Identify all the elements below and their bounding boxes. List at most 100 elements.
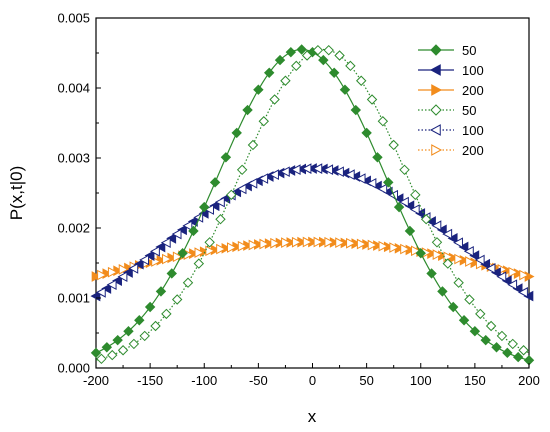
data-point bbox=[432, 249, 443, 260]
legend-item: 200 bbox=[418, 143, 484, 158]
data-point bbox=[454, 253, 465, 265]
data-point bbox=[237, 240, 248, 252]
data-point bbox=[285, 46, 297, 58]
series-200-open bbox=[95, 236, 530, 281]
legend-item: 100 bbox=[418, 63, 484, 78]
legend: 50 100 200 50 100 200 bbox=[418, 43, 484, 158]
y-tick-label: 0.001 bbox=[57, 291, 90, 306]
data-point bbox=[458, 315, 470, 326]
data-point bbox=[480, 334, 491, 346]
legend-item: 200 bbox=[418, 83, 484, 98]
data-point bbox=[101, 342, 113, 353]
data-point bbox=[107, 266, 118, 278]
data-point bbox=[161, 308, 172, 320]
data-point bbox=[194, 247, 205, 258]
data-point bbox=[508, 266, 519, 278]
data-point bbox=[458, 241, 469, 253]
data-point bbox=[96, 353, 107, 365]
data-point bbox=[480, 258, 491, 270]
x-tick-label: -50 bbox=[249, 373, 268, 388]
legend-marker bbox=[431, 84, 443, 96]
x-axis-title: x bbox=[308, 407, 317, 426]
data-point bbox=[269, 94, 280, 105]
y-tick-label: 0.004 bbox=[57, 81, 90, 96]
data-point bbox=[236, 164, 248, 176]
legend-label: 100 bbox=[462, 123, 484, 138]
data-point bbox=[366, 177, 377, 189]
data-point bbox=[90, 347, 102, 359]
legend-label: 50 bbox=[462, 43, 476, 58]
data-point bbox=[216, 243, 227, 255]
data-point bbox=[171, 228, 182, 240]
data-point bbox=[291, 60, 302, 72]
data-point bbox=[177, 247, 188, 259]
series-50-filled bbox=[90, 44, 535, 366]
data-point bbox=[318, 54, 329, 66]
data-point bbox=[328, 67, 340, 78]
data-point bbox=[112, 334, 123, 346]
data-point bbox=[172, 251, 183, 263]
data-point bbox=[193, 258, 205, 269]
data-point bbox=[507, 338, 518, 350]
data-point bbox=[426, 268, 437, 279]
x-tick-label: 0 bbox=[309, 373, 316, 388]
y-tick-label: 0.000 bbox=[57, 361, 90, 376]
data-point bbox=[101, 283, 112, 294]
data-point bbox=[188, 225, 199, 237]
data-point bbox=[226, 242, 237, 253]
data-point bbox=[242, 104, 253, 116]
data-point bbox=[442, 228, 453, 240]
data-point bbox=[258, 116, 269, 127]
data-point bbox=[512, 351, 524, 363]
x-tick-label: -200 bbox=[83, 373, 109, 388]
data-point bbox=[149, 245, 160, 257]
data-point bbox=[301, 50, 313, 61]
data-point bbox=[335, 237, 346, 248]
data-point bbox=[523, 290, 534, 302]
x-tick-label: 50 bbox=[359, 373, 373, 388]
data-point bbox=[496, 330, 508, 342]
data-point bbox=[420, 214, 432, 225]
ticks-layer: -200 -150 -100 -50 0 50 100 150 200 0.000 0.001 0.0… bbox=[57, 11, 539, 389]
data-point bbox=[437, 286, 448, 297]
data-point bbox=[107, 349, 118, 361]
data-point bbox=[350, 104, 362, 116]
data-point bbox=[361, 127, 372, 139]
data-point bbox=[377, 183, 388, 195]
data-point bbox=[162, 253, 172, 265]
data-point bbox=[431, 237, 443, 248]
legend-label: 100 bbox=[462, 63, 484, 78]
data-point bbox=[519, 269, 530, 281]
legend-item: 50 bbox=[418, 43, 476, 58]
data-point bbox=[290, 164, 301, 175]
legend-label: 50 bbox=[462, 103, 476, 118]
data-point bbox=[367, 239, 378, 251]
data-point bbox=[507, 279, 518, 291]
legend-marker bbox=[431, 144, 443, 156]
data-point bbox=[118, 264, 129, 275]
data-point bbox=[291, 236, 302, 248]
data-point bbox=[134, 315, 145, 326]
data-point bbox=[502, 347, 513, 359]
legend-label: 200 bbox=[462, 143, 484, 158]
data-point bbox=[339, 84, 351, 95]
legend-marker bbox=[429, 64, 441, 76]
data-point bbox=[313, 236, 324, 248]
data-point bbox=[248, 239, 259, 251]
data-point bbox=[199, 201, 210, 213]
data-point bbox=[312, 163, 323, 174]
series-layer bbox=[90, 44, 535, 366]
data-point bbox=[404, 225, 416, 237]
data-point bbox=[247, 177, 258, 189]
data-point bbox=[226, 189, 237, 201]
data-point bbox=[128, 263, 139, 274]
data-point bbox=[377, 116, 389, 127]
data-point bbox=[171, 294, 183, 305]
x-tick-label: 200 bbox=[518, 373, 540, 388]
data-point bbox=[324, 236, 335, 248]
data-point bbox=[334, 50, 345, 61]
data-point bbox=[95, 287, 106, 298]
data-point bbox=[215, 214, 226, 225]
data-point bbox=[448, 301, 459, 313]
